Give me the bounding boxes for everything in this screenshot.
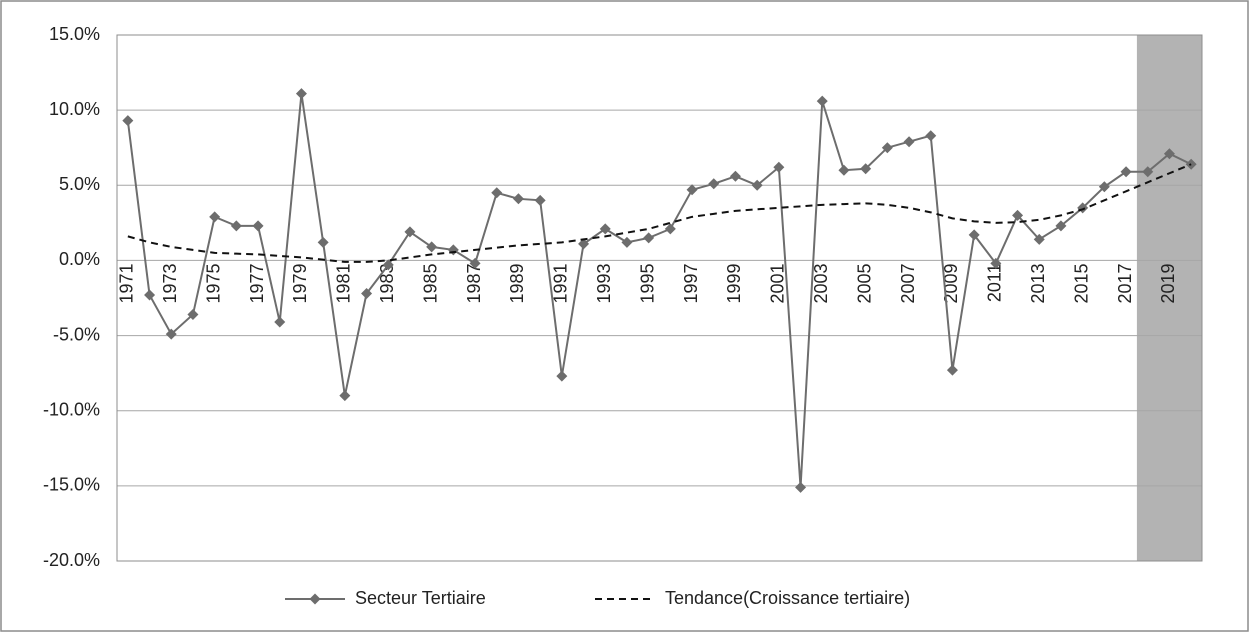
data-point [1120,166,1132,178]
data-point [252,220,264,232]
legend-label: Secteur Tertiaire [355,588,486,608]
x-tick-label: 1987 [464,263,484,303]
y-tick-label: -5.0% [53,324,100,344]
data-point [881,142,893,154]
data-point [643,232,655,244]
x-tick-label: 1995 [637,263,657,303]
x-tick-label: 1977 [247,263,267,303]
data-point [1142,166,1154,178]
x-tick-label: 2011 [985,263,1005,302]
y-tick-label: -20.0% [43,550,100,570]
shaded-region [1136,35,1202,561]
x-tick-label: 2013 [1028,263,1048,303]
x-tick-label: 1981 [334,263,354,303]
data-point [838,164,850,176]
y-tick-label: 15.0% [49,24,100,44]
x-tick-label: 2003 [811,263,831,303]
x-tick-label: 1993 [594,263,614,303]
data-point [621,236,633,248]
x-tick-label: 2005 [854,263,874,303]
data-point [512,193,524,205]
x-tick-label: 1997 [681,263,701,303]
data-point [946,364,958,376]
series-line [127,163,1192,263]
x-tick-label: 1983 [377,263,397,303]
x-tick-label: 2007 [898,263,918,303]
data-point [708,178,720,190]
data-point [751,179,763,191]
legend-label: Tendance(Croissance tertiaire) [665,588,910,608]
x-tick-label: 2015 [1071,263,1091,303]
data-point [1163,148,1175,160]
x-tick-label: 1973 [160,263,180,303]
data-point [925,130,937,142]
data-point [209,211,221,223]
x-tick-label: 1991 [551,263,571,303]
data-point [144,289,156,301]
legend-marker [309,593,321,605]
x-tick-label: 2017 [1115,263,1135,303]
data-point [1098,181,1110,193]
series-line [126,93,1192,488]
x-tick-label: 1975 [203,263,223,303]
data-point [860,163,872,175]
x-tick-label: 1985 [420,263,440,303]
data-point [491,187,503,199]
data-point [1033,233,1045,245]
data-point [295,88,307,100]
data-point [1012,209,1024,221]
data-point [773,161,785,173]
data-point [382,259,394,271]
data-point [534,194,546,206]
data-point [729,170,741,182]
y-tick-label: 5.0% [59,174,100,194]
x-tick-label: 2019 [1158,263,1178,303]
data-point [816,95,828,107]
data-point [165,328,177,340]
data-point [968,229,980,241]
data-point [990,257,1002,269]
data-point [599,223,611,235]
y-tick-label: 0.0% [59,249,100,269]
data-point [230,220,242,232]
data-point [404,226,416,238]
data-point [686,184,698,196]
data-point [187,309,199,321]
data-point [795,481,807,493]
data-point [664,223,676,235]
data-point [317,236,329,248]
data-point [361,287,373,299]
x-tick-label: 1971 [117,263,137,303]
data-point [339,390,351,402]
data-point [903,136,915,148]
x-tick-label: 1989 [507,263,527,303]
y-tick-label: -10.0% [43,399,100,419]
data-point [578,238,590,250]
data-point [556,370,568,382]
y-tick-label: -15.0% [43,475,100,495]
plot-border [116,34,1203,562]
y-tick-label: 10.0% [49,99,100,119]
x-tick-label: 1999 [724,263,744,303]
data-point [426,241,438,253]
data-point [469,257,481,269]
x-tick-label: 1979 [290,263,310,303]
data-point [274,316,286,328]
data-point [1055,220,1067,232]
x-tick-label: 2001 [768,263,788,303]
data-point [122,115,134,127]
